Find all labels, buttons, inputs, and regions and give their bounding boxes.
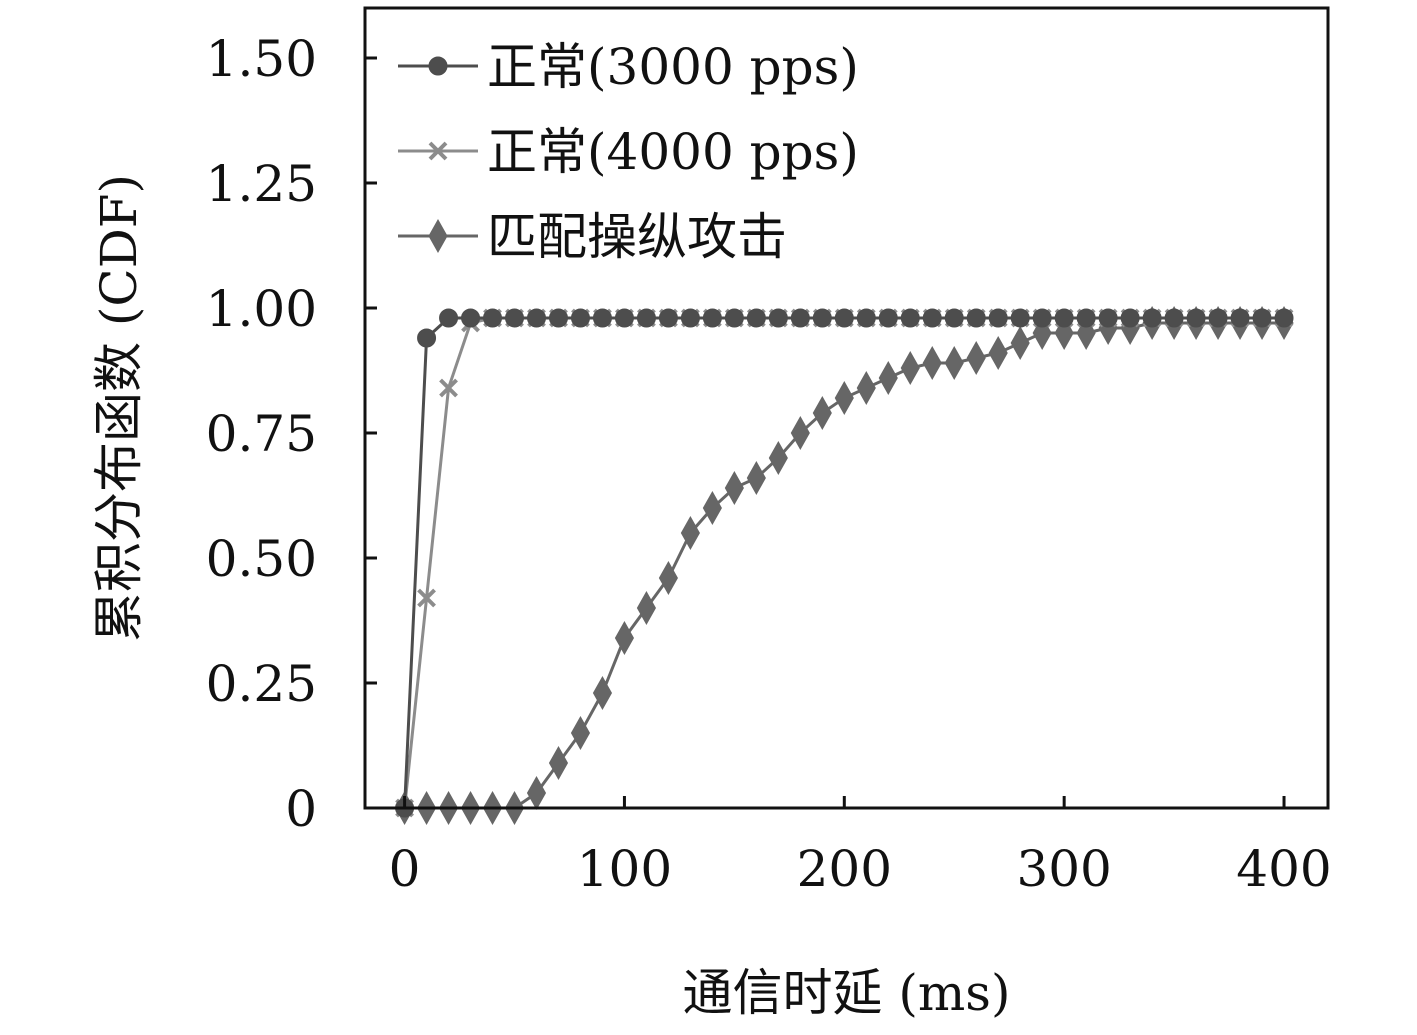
axis-layer: 0 100 200 300 400 0 0.25 0.50 0.75 1.00 1.25 1.50 xyxy=(206,30,1332,898)
data-point xyxy=(417,328,437,348)
legend-label: 匹配操纵攻击 xyxy=(487,208,787,266)
data-point xyxy=(439,308,459,328)
data-point xyxy=(592,308,612,328)
data-point xyxy=(1076,308,1096,328)
y-tick-label: 1.00 xyxy=(206,280,317,338)
data-point xyxy=(483,308,503,328)
series-3 xyxy=(395,305,1294,826)
data-point xyxy=(680,515,700,551)
data-point xyxy=(900,350,920,386)
data-point xyxy=(526,775,547,811)
x-tick-label: 100 xyxy=(577,840,672,898)
data-point xyxy=(1120,308,1140,328)
legend-label: 正常(4000 pps) xyxy=(487,123,859,181)
data-point xyxy=(768,440,788,476)
legend-item: 匹配操纵攻击 xyxy=(398,208,787,266)
data-point xyxy=(900,308,920,328)
legend-marker xyxy=(428,56,448,76)
data-point xyxy=(1164,308,1184,328)
data-point xyxy=(702,490,722,526)
data-point xyxy=(658,560,678,596)
legend-marker xyxy=(428,141,448,161)
data-point xyxy=(922,345,942,381)
data-point xyxy=(966,308,986,328)
data-point xyxy=(988,335,1008,371)
y-axis-title: 累积分布函数 (CDF) xyxy=(90,174,148,642)
data-point xyxy=(548,308,568,328)
y-tick-label: 0.25 xyxy=(206,655,317,713)
legend-item: 正常(3000 pps) xyxy=(398,38,859,96)
data-point xyxy=(834,308,854,328)
x-axis-title: 通信时延 (ms) xyxy=(683,964,1011,1022)
data-point xyxy=(724,470,744,506)
data-point xyxy=(944,308,964,328)
data-point xyxy=(1010,325,1030,361)
data-point xyxy=(790,415,810,451)
data-point xyxy=(439,378,458,398)
data-point xyxy=(856,370,876,406)
legend-marker xyxy=(428,218,448,254)
data-point xyxy=(878,308,898,328)
data-point xyxy=(988,308,1008,328)
data-point xyxy=(680,308,700,328)
data-point xyxy=(636,590,656,626)
series-1 xyxy=(395,308,1294,818)
data-point xyxy=(1186,308,1206,328)
series-layer xyxy=(395,305,1294,826)
data-point xyxy=(614,308,634,328)
data-point xyxy=(966,340,986,376)
legend-item: 正常(4000 pps) xyxy=(398,123,859,181)
data-point xyxy=(1230,308,1250,328)
data-point xyxy=(548,745,569,781)
data-point xyxy=(526,308,546,328)
data-point xyxy=(1252,308,1272,328)
data-point xyxy=(614,620,635,656)
y-tick-label: 1.50 xyxy=(206,30,317,88)
data-point xyxy=(812,308,832,328)
data-point xyxy=(505,308,525,328)
data-point xyxy=(1274,308,1294,328)
data-point xyxy=(878,360,898,396)
data-point xyxy=(1142,308,1162,328)
legend: 正常(3000 pps) 正常(4000 pps) 匹配操纵攻击 xyxy=(398,38,859,266)
data-point xyxy=(417,588,436,608)
data-point xyxy=(1208,308,1228,328)
x-tick-label: 400 xyxy=(1236,840,1331,898)
plot-frame xyxy=(363,6,1330,810)
data-point xyxy=(768,308,788,328)
data-point xyxy=(1054,308,1074,328)
data-point xyxy=(461,308,481,328)
data-point xyxy=(1098,308,1118,328)
data-point xyxy=(944,345,964,381)
data-point xyxy=(922,308,942,328)
data-point xyxy=(746,308,766,328)
x-tick-label: 0 xyxy=(389,840,421,898)
y-tick-label: 1.25 xyxy=(206,155,317,213)
y-tick-label: 0.50 xyxy=(206,530,317,588)
y-tick-label: 0.75 xyxy=(206,405,317,463)
x-tick-label: 200 xyxy=(797,840,892,898)
data-point xyxy=(812,395,832,431)
data-point xyxy=(790,308,810,328)
data-point xyxy=(1010,308,1030,328)
data-point xyxy=(570,715,591,751)
data-point xyxy=(856,308,876,328)
data-point xyxy=(658,308,678,328)
data-point xyxy=(570,308,590,328)
data-point xyxy=(1032,308,1052,328)
data-point xyxy=(636,308,656,328)
x-tick-label: 300 xyxy=(1016,840,1111,898)
y-tick-label: 0 xyxy=(285,780,317,838)
legend-label: 正常(3000 pps) xyxy=(487,38,859,96)
data-point xyxy=(592,675,613,711)
data-point xyxy=(834,380,854,416)
data-point xyxy=(724,308,744,328)
data-point xyxy=(746,460,766,496)
data-point xyxy=(702,308,722,328)
